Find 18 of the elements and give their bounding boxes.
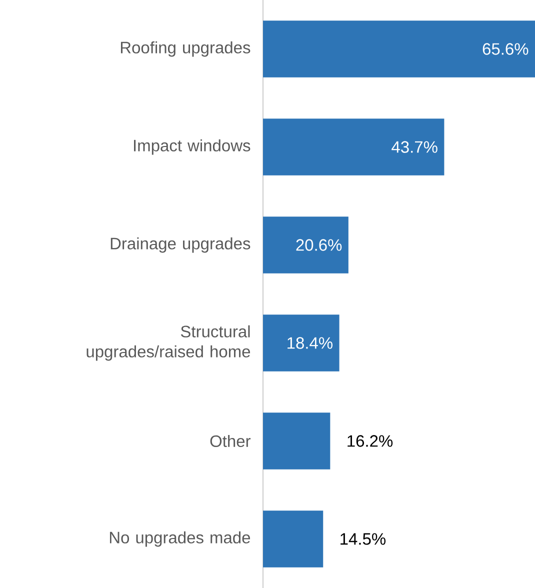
y-tick-label: Structural upgrades/raised home xyxy=(86,325,250,361)
bar xyxy=(263,412,330,470)
bar xyxy=(263,314,340,372)
y-tick-label: Impact windows xyxy=(134,139,250,155)
data-label: 43.7% xyxy=(392,141,438,153)
data-label: 14.5% xyxy=(340,533,386,545)
bar xyxy=(263,20,535,78)
data-label: 18.4% xyxy=(288,337,332,349)
bar xyxy=(263,118,444,176)
bar xyxy=(263,216,348,274)
data-label: 20.6% xyxy=(296,239,342,251)
data-label: 16.2% xyxy=(348,435,393,447)
y-tick-label: Roofing upgrades xyxy=(120,41,250,57)
y-tick-label: No upgrades made xyxy=(110,531,250,547)
bar xyxy=(263,510,324,568)
data-label: 65.6% xyxy=(482,43,528,55)
y-tick-label: Other xyxy=(210,434,251,448)
y-tick-label: Drainage upgrades xyxy=(110,237,250,253)
